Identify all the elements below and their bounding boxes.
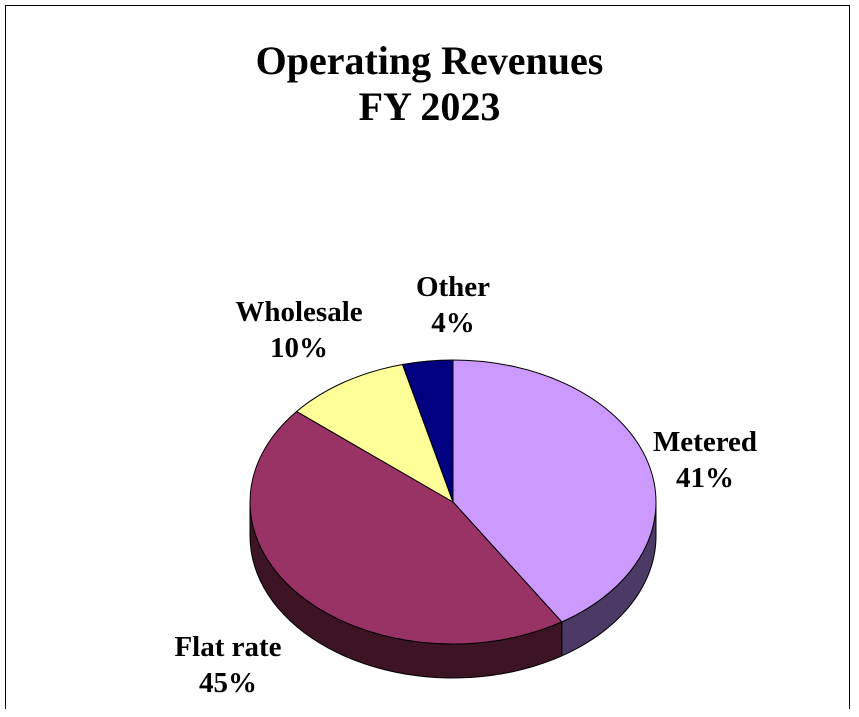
chart-title: Operating Revenues xyxy=(255,38,604,83)
slice-label-other: Other 4% xyxy=(398,269,508,341)
slice-label-metered: Metered 41% xyxy=(645,424,765,496)
slice-label-wholesale: Wholesale 10% xyxy=(214,294,384,366)
chart-subtitle: FY 2023 xyxy=(358,84,501,129)
slice-label-metered-name: Metered xyxy=(652,426,758,458)
slice-label-flat-rate-name: Flat rate xyxy=(174,631,282,663)
slice-label-flat-rate-value: 45% xyxy=(199,667,257,699)
pie-slice-wholesale xyxy=(295,363,454,504)
slice-label-other-name: Other xyxy=(415,271,491,303)
slice-label-wholesale-value: 10% xyxy=(270,332,328,364)
pie-slice-other xyxy=(401,359,454,503)
slice-label-flat-rate: Flat rate 45% xyxy=(150,629,306,701)
pie-slice-metered xyxy=(452,359,657,623)
slice-label-other-value: 4% xyxy=(431,307,475,339)
slice-label-wholesale-name: Wholesale xyxy=(235,296,363,328)
pie-slice-flat-rate xyxy=(249,410,563,645)
slice-label-metered-value: 41% xyxy=(676,462,734,494)
chart-frame xyxy=(5,5,850,709)
